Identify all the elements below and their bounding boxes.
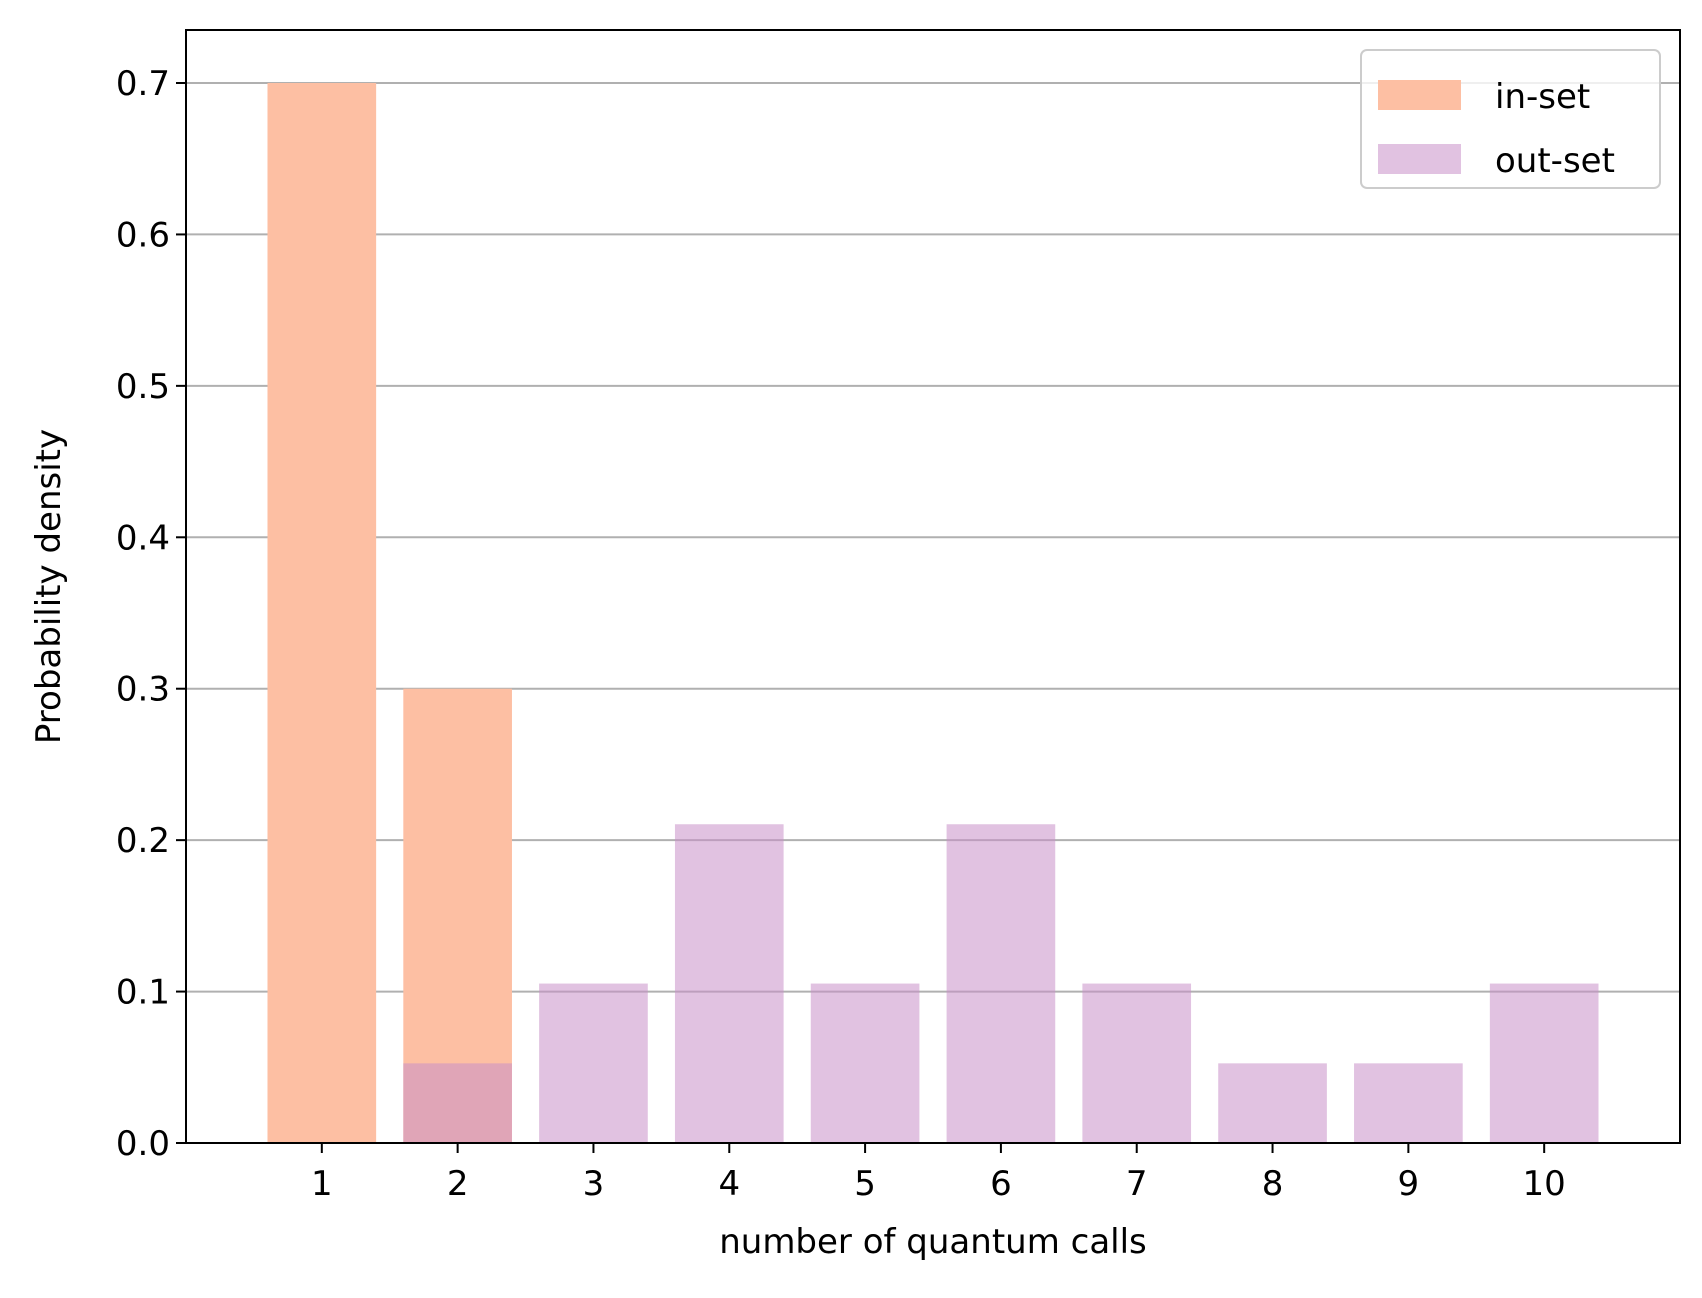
- bars: [267, 83, 1599, 1143]
- y-tick-label-7: 0.7: [116, 64, 170, 104]
- bar-out-set-7: [1082, 983, 1192, 1143]
- legend-label-out-set: out-set: [1495, 141, 1615, 181]
- x-tick-label-5: 6: [990, 1164, 1012, 1204]
- x-tick-label-1: 2: [447, 1164, 469, 1204]
- y-tick-label-6: 0.6: [116, 215, 170, 255]
- y-tick-label-1: 0.1: [116, 973, 170, 1013]
- bar-out-set-6: [946, 824, 1056, 1143]
- y-tick-label-0: 0.0: [116, 1124, 170, 1164]
- y-tick-label-5: 0.5: [116, 367, 170, 407]
- bar-out-set-8: [1218, 1063, 1327, 1143]
- x-tick-label-2: 3: [583, 1164, 605, 1204]
- x-tick-label-6: 7: [1126, 1164, 1148, 1204]
- bar-out-set-9: [1354, 1063, 1463, 1143]
- bar-out-set-4: [674, 824, 784, 1143]
- x-axis-title: number of quantum calls: [719, 1222, 1147, 1262]
- bar-out-set-10: [1489, 983, 1599, 1143]
- x-tick-label-4: 5: [854, 1164, 876, 1204]
- bar-in-set-1: [267, 83, 377, 1143]
- legend-label-in-set: in-set: [1495, 77, 1590, 117]
- x-tick-label-3: 4: [718, 1164, 740, 1204]
- legend: in-set out-set: [1360, 49, 1661, 189]
- y-axis-title: Probability density: [29, 429, 69, 744]
- ticks: 0.0 0.1 0.2 0.3 0.4 0.5 0.6 0.7 1 2 3 4 5 6 7 8 9 10: [116, 64, 1566, 1204]
- axes-frame: [185, 29, 1681, 1144]
- y-tick-label-4: 0.4: [116, 518, 170, 558]
- x-tick-label-0: 1: [311, 1164, 333, 1204]
- legend-swatch-in-set: [1378, 80, 1461, 110]
- bar-out-set-5: [810, 983, 920, 1143]
- bar-out-set-3: [539, 983, 648, 1143]
- x-tick-label-8: 9: [1398, 1164, 1420, 1204]
- bar-out-set-2: [403, 1063, 512, 1143]
- x-tick-label-7: 8: [1262, 1164, 1284, 1204]
- legend-swatch-out-set: [1378, 144, 1461, 174]
- y-tick-label-2: 0.2: [116, 821, 170, 861]
- y-tick-label-3: 0.3: [116, 670, 170, 710]
- x-tick-label-9: 10: [1523, 1164, 1566, 1204]
